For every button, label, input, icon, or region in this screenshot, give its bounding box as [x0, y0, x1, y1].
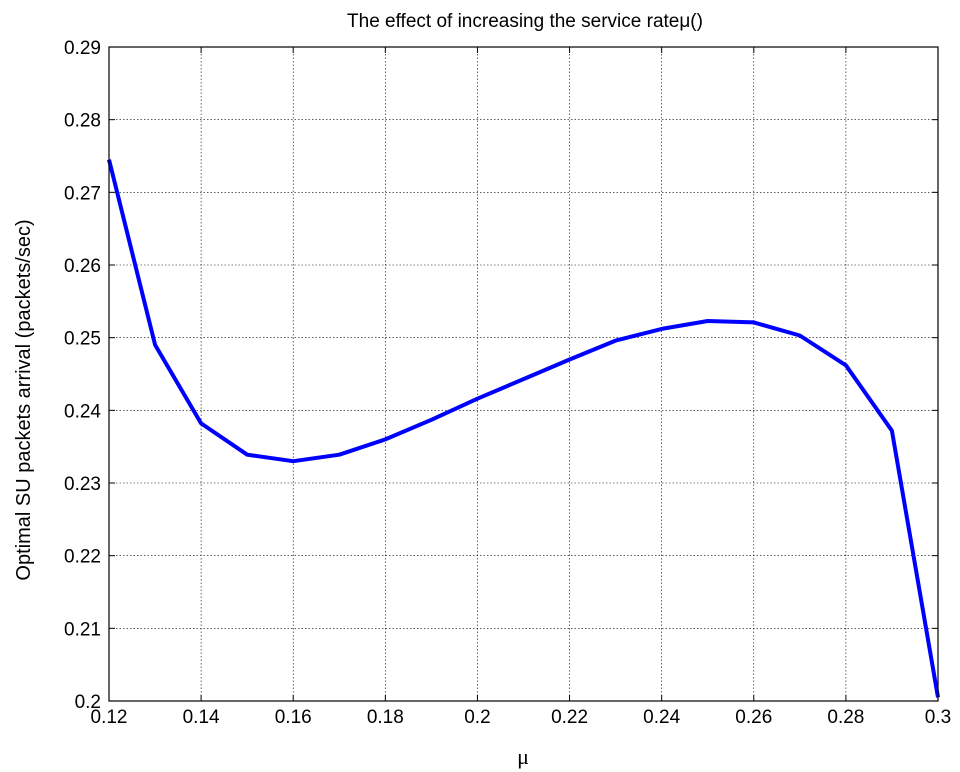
grid [109, 47, 938, 701]
axis-ticks [108, 46, 939, 702]
x-tick-label: 0.2 [464, 707, 490, 728]
x-tick-label: 0.28 [827, 707, 864, 728]
y-tick-labels: 0.2 0.21 0.22 0.23 0.24 0.25 0.26 0.27 0.28 0.29 [64, 38, 101, 713]
x-tick-label: 0.24 [643, 707, 680, 728]
y-tick-label: 0.25 [64, 329, 101, 350]
chart-title: The effect of increasing the service rat… [347, 11, 703, 32]
plot-area-frame [108, 46, 939, 702]
y-axis-label: Optimal SU packets arrival (packets/sec) [13, 219, 35, 580]
x-tick-label: 0.14 [183, 707, 220, 728]
series-layer [107, 159, 940, 698]
x-tick-label: 0.16 [275, 707, 312, 728]
x-tick-label: 0.18 [367, 707, 404, 728]
y-tick-label: 0.27 [64, 183, 101, 204]
y-tick-label: 0.24 [64, 401, 101, 422]
x-tick-labels: 0.12 0.14 0.16 0.18 0.2 0.22 0.24 0.26 0.28 0.3 [91, 707, 952, 728]
y-tick-label: 0.26 [64, 256, 101, 277]
x-tick-label: 0.26 [735, 707, 772, 728]
y-tick-label: 0.23 [64, 474, 101, 495]
y-tick-label: 0.22 [64, 547, 101, 568]
y-tick-label: 0.28 [64, 111, 101, 132]
y-tick-label: 0.29 [64, 38, 101, 59]
series-line [107, 159, 940, 698]
x-tick-label: 0.22 [551, 707, 588, 728]
x-axis-label: μ [517, 744, 529, 769]
y-tick-label: 0.2 [75, 692, 101, 713]
y-tick-label: 0.21 [64, 619, 101, 640]
x-tick-label: 0.12 [91, 707, 128, 728]
x-tick-label: 0.3 [925, 707, 951, 728]
